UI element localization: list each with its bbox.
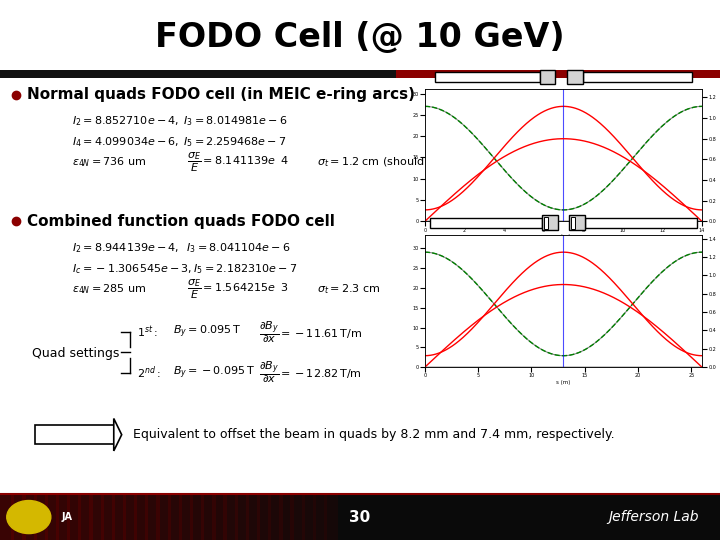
Bar — [567, 70, 583, 84]
Bar — [235, 494, 249, 540]
Text: 30: 30 — [349, 510, 371, 524]
Text: $\dfrac{\sigma_E}{E} = 8.141139e\;\; 4$: $\dfrac{\sigma_E}{E} = 8.141139e\;\; 4$ — [187, 150, 289, 174]
Text: $\dfrac{\sigma_E}{E} = 1.564215e\;\; 3$: $\dfrac{\sigma_E}{E} = 1.564215e\;\; 3$ — [187, 277, 289, 301]
Bar — [246, 494, 260, 540]
Text: $\sigma_t = 2.3$ cm: $\sigma_t = 2.3$ cm — [317, 282, 380, 296]
Bar — [12, 494, 26, 540]
Bar — [89, 494, 104, 540]
Text: JA: JA — [61, 512, 72, 522]
Text: $I_2 = 8.852710e - 4,\; I_3 = 8.014981e - 6$: $I_2 = 8.852710e - 4,\; I_3 = 8.014981e … — [72, 114, 287, 129]
FancyBboxPatch shape — [35, 425, 114, 444]
Bar — [223, 494, 238, 540]
Circle shape — [6, 501, 51, 534]
Bar — [145, 494, 160, 540]
Bar — [324, 494, 338, 540]
Text: $I_4 = 4.099034e - 6,\; I_5 = 2.259468e - 7$: $I_4 = 4.099034e - 6,\; I_5 = 2.259468e … — [72, 135, 287, 149]
Bar — [101, 494, 115, 540]
Bar — [45, 494, 59, 540]
Bar — [134, 494, 148, 540]
Bar — [112, 494, 126, 540]
Text: $I_2 = 8.944139e - 4,\; \; I_3 = 8.041104e - 6$: $I_2 = 8.944139e - 4,\; \; I_3 = 8.04110… — [72, 241, 291, 255]
Bar — [0, 70, 720, 78]
Bar — [542, 215, 558, 230]
Bar — [201, 494, 215, 540]
Text: $\varepsilon_{4N} = 736$ um: $\varepsilon_{4N} = 736$ um — [72, 155, 147, 169]
Bar — [56, 494, 71, 540]
Bar — [168, 494, 182, 540]
X-axis label: s (m): s (m) — [557, 234, 570, 239]
Bar — [67, 494, 81, 540]
Text: Equivalent to offset the beam in quads by 8.2 mm and 7.4 mm, respectively.: Equivalent to offset the beam in quads b… — [133, 428, 615, 441]
Text: $\dfrac{\partial B_y}{\partial x} = -12.82\,\mathrm{T/m}$: $\dfrac{\partial B_y}{\partial x} = -12.… — [259, 360, 362, 386]
Bar — [435, 72, 539, 82]
Bar — [312, 494, 327, 540]
Bar — [0, 494, 720, 540]
Bar — [190, 494, 204, 540]
Bar — [583, 72, 692, 82]
Text: Quad settings: Quad settings — [32, 347, 120, 360]
Polygon shape — [114, 418, 122, 451]
Bar — [257, 494, 271, 540]
Bar — [212, 494, 227, 540]
Text: Combined function quads FODO cell: Combined function quads FODO cell — [27, 214, 336, 229]
Text: $I_c = -1.306545e - 3, I_5 = 2.182310e - 7$: $I_c = -1.306545e - 3, I_5 = 2.182310e -… — [72, 262, 297, 276]
Bar — [585, 218, 697, 228]
X-axis label: s (m): s (m) — [557, 380, 570, 385]
Text: $B_y = -0.095\,\mathrm{T}$: $B_y = -0.095\,\mathrm{T}$ — [173, 364, 255, 381]
Text: $\sigma_t = 1.2$ cm (should be 1.6): $\sigma_t = 1.2$ cm (should be 1.6) — [317, 155, 467, 169]
Bar — [302, 494, 316, 540]
Text: Normal quads FODO cell (in MEIC e-ring arcs): Normal quads FODO cell (in MEIC e-ring a… — [27, 87, 415, 102]
Text: $\varepsilon_{4N} = 285$ um: $\varepsilon_{4N} = 285$ um — [72, 282, 147, 296]
Text: FODO Cell (@ 10 GeV): FODO Cell (@ 10 GeV) — [156, 21, 564, 55]
Bar — [179, 494, 193, 540]
Bar — [430, 218, 542, 228]
Bar — [290, 494, 305, 540]
Bar — [396, 70, 720, 78]
Text: Jefferson Lab: Jefferson Lab — [608, 510, 698, 524]
Text: $B_y = 0.095\,\mathrm{T}$: $B_y = 0.095\,\mathrm{T}$ — [173, 324, 241, 340]
Bar — [544, 217, 549, 229]
Bar — [279, 494, 294, 540]
Bar — [540, 70, 556, 84]
Bar — [34, 494, 48, 540]
Text: $\dfrac{\partial B_y}{\partial x} = -11.61\,\mathrm{T/m}$: $\dfrac{\partial B_y}{\partial x} = -11.… — [259, 319, 362, 345]
Bar — [78, 494, 93, 540]
Bar — [268, 494, 282, 540]
Bar — [22, 494, 37, 540]
Text: $1^{st}:$: $1^{st}:$ — [137, 325, 158, 340]
Bar — [156, 494, 171, 540]
Bar — [569, 215, 585, 230]
Bar — [0, 494, 14, 540]
Bar — [571, 217, 575, 229]
Bar — [123, 494, 138, 540]
Text: $2^{nd}:$: $2^{nd}:$ — [137, 364, 161, 381]
